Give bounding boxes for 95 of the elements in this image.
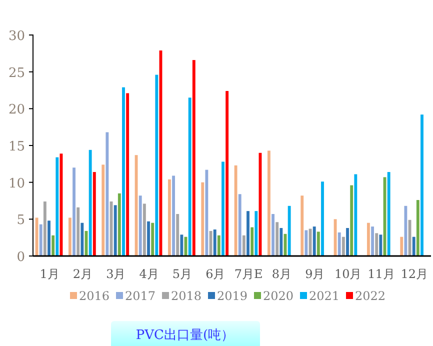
bar [72, 168, 76, 256]
y-tick-label: 25 [8, 66, 25, 81]
x-tick-label: 11月 [368, 267, 395, 281]
bar [416, 200, 420, 256]
bar [48, 220, 50, 256]
bar [192, 60, 196, 256]
bar [155, 74, 158, 256]
y-tick-label: 5 [16, 213, 25, 228]
bar [234, 165, 238, 256]
bar [375, 233, 378, 256]
legend-label: 2019 [217, 289, 248, 303]
bar [126, 93, 130, 256]
bar [39, 224, 42, 256]
bar [35, 218, 38, 256]
bar [420, 114, 424, 256]
x-tick-label: 10月 [334, 267, 362, 281]
bar [142, 204, 146, 256]
bar [68, 218, 72, 256]
bar [338, 232, 341, 256]
bar [222, 162, 224, 256]
bar [92, 172, 96, 256]
bar [400, 236, 404, 256]
bar [226, 90, 229, 256]
x-tick-label: 12月 [400, 267, 428, 281]
bar [56, 157, 59, 256]
y-tick-label: 10 [8, 176, 25, 192]
legend-label: 2017 [125, 289, 156, 303]
bar [188, 98, 192, 256]
x-tick-label: 1月 [40, 267, 60, 281]
legend-label: 2018 [171, 289, 202, 303]
bar [172, 176, 175, 256]
bar [379, 234, 382, 256]
bar [321, 182, 324, 256]
bar [366, 222, 370, 256]
bar [316, 232, 320, 256]
bar [350, 185, 354, 256]
bar [312, 226, 316, 256]
bar [404, 206, 408, 256]
x-tick-label: 5月 [172, 267, 192, 281]
bar [387, 172, 390, 256]
bar [371, 226, 374, 256]
bar [102, 164, 105, 256]
bar [180, 234, 184, 256]
bar [176, 214, 180, 256]
bar [52, 235, 55, 256]
legend-label: 2022 [355, 289, 386, 303]
legend-label: 2020 [263, 289, 294, 303]
bar [300, 196, 304, 256]
bar [118, 193, 121, 256]
x-tick-label: 9月 [305, 267, 325, 281]
bar [267, 150, 270, 256]
bar [134, 155, 138, 256]
x-tick-label: 3月 [106, 267, 126, 281]
x-tick-label: 6月 [206, 267, 226, 281]
bar [205, 170, 208, 256]
bar [412, 236, 416, 256]
bar [280, 228, 283, 256]
bar [288, 206, 291, 256]
bar [304, 230, 308, 256]
bar [122, 87, 125, 256]
bar [106, 132, 109, 256]
x-tick-label: 2月 [72, 267, 93, 281]
bar [151, 222, 154, 256]
x-tick-label: 4月 [139, 267, 159, 281]
bar [346, 228, 349, 256]
bar [354, 174, 358, 256]
y-tick-label: 30 [8, 29, 25, 44]
y-tick-label: 15 [8, 140, 25, 154]
bar [201, 182, 204, 256]
bar [242, 235, 246, 256]
y-tick-label: 20 [8, 102, 25, 118]
bar [138, 196, 142, 256]
bar [246, 211, 250, 256]
bar [80, 222, 84, 256]
bar [254, 211, 258, 256]
bar [334, 219, 337, 256]
bar [147, 221, 150, 256]
bar [272, 214, 274, 256]
bar [213, 229, 216, 256]
legend-label: 2016 [79, 289, 110, 303]
bar [217, 235, 220, 256]
bar [238, 194, 242, 256]
bar [43, 201, 46, 256]
y-tick-label: 0 [16, 250, 25, 265]
x-tick-label: 8月 [272, 267, 292, 281]
bar [88, 150, 92, 256]
bar [114, 205, 117, 256]
bar [342, 236, 345, 256]
bar [76, 207, 80, 256]
bar [250, 227, 254, 256]
bar [276, 222, 279, 256]
legend-label: 2021 [309, 289, 340, 303]
x-tick-label: 7月E [234, 267, 263, 281]
bar [168, 179, 171, 256]
text: PVC出口量(吨） [136, 328, 234, 343]
